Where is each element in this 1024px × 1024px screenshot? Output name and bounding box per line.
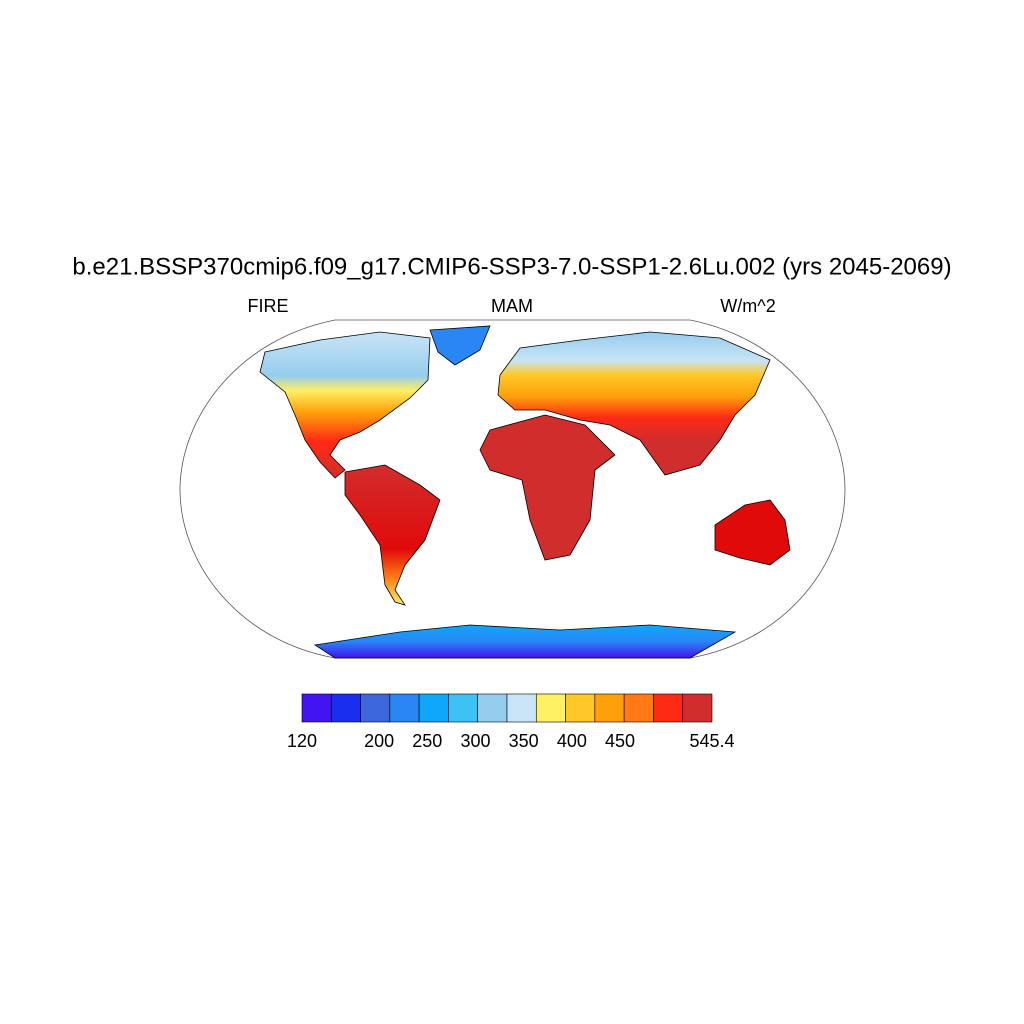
colorbar: 120 200 250 300 350 400 450 545.4 [287,693,735,751]
color-box [360,693,391,723]
center-label: MAM [491,296,533,316]
right-label: W/m^2 [720,296,775,316]
colorbar-tick-label: 400 [557,731,587,751]
color-box [682,693,713,723]
color-box [418,693,449,723]
africa [479,414,616,561]
colorbar-tick-label: 250 [412,731,442,751]
left-label: FIRE [247,296,288,316]
south-america [344,464,441,606]
colorbar-tick-label: 120 [287,731,317,751]
colorbar-tick-label: 200 [364,731,394,751]
color-box [330,693,361,723]
color-box [448,693,479,723]
title: b.e21.BSSP370cmip6.f09_g17.CMIP6-SSP3-7.… [72,253,951,280]
color-box [623,693,654,723]
colorbar-tick-label: 300 [460,731,490,751]
eurasia [497,331,771,476]
color-box [301,693,332,723]
map [179,319,846,659]
color-box [565,693,596,723]
north-america [259,331,431,479]
color-box [477,693,508,723]
color-box [506,693,537,723]
colorbar-tick-label: 545.4 [689,731,734,751]
color-box [535,693,566,723]
color-box [594,693,625,723]
color-box [653,693,684,723]
antarctica [313,624,737,659]
greenland [429,325,491,366]
australia [714,499,791,566]
colorbar-tick-label: 450 [605,731,635,751]
colorbar-tick-label: 350 [509,731,539,751]
color-box [389,693,420,723]
